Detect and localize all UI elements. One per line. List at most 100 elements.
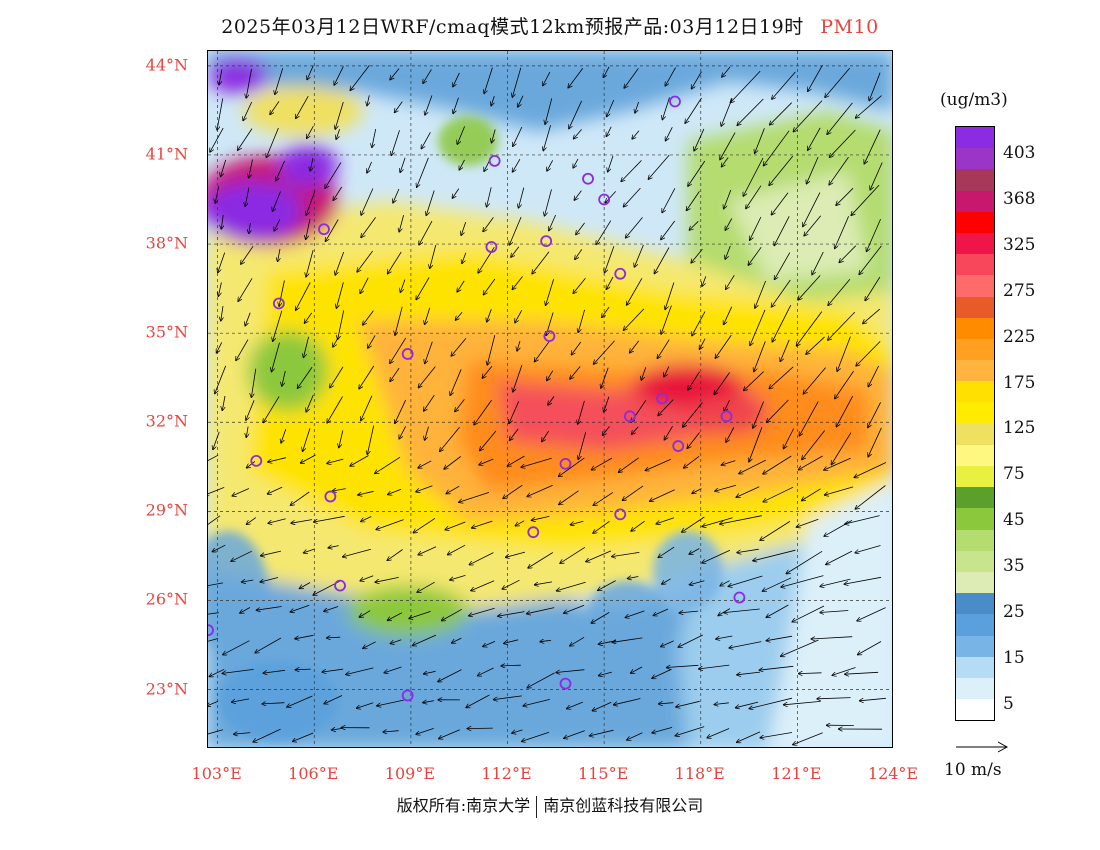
city-marker (582, 172, 594, 185)
colorbar-tick-label: 25 (1003, 602, 1025, 622)
wind-arrow (754, 341, 766, 371)
wind-arrow (832, 667, 856, 676)
wind-arrow (335, 101, 344, 129)
wind-arrow (812, 251, 824, 275)
wind-arrow (208, 454, 219, 462)
wind-arrow (716, 635, 733, 639)
wind-arrow (457, 280, 465, 292)
wind-arrow (276, 160, 285, 181)
wind-arrow (400, 279, 406, 293)
wind-arrow (451, 338, 467, 356)
latitude-tick-label: 29°N (145, 500, 188, 520)
wind-arrow (304, 336, 309, 358)
wind-arrow (564, 604, 585, 613)
wind-arrow (242, 580, 254, 582)
wind-arrow (599, 671, 613, 676)
wind-arrow (799, 673, 822, 674)
wind-arrow (426, 190, 435, 216)
wind-arrow (532, 516, 550, 520)
wind-arrow (571, 341, 582, 355)
wind-arrow (594, 340, 615, 364)
wind-arrow (744, 371, 764, 391)
wind-arrow (209, 668, 225, 676)
wind-arrow (333, 489, 346, 491)
wind-arrow (471, 580, 495, 591)
wind-arrow (631, 666, 643, 673)
wind-arrow (452, 188, 460, 199)
wind-arrow (306, 250, 314, 277)
wind-arrow (306, 190, 316, 215)
wind-arrow (839, 245, 857, 263)
wind-arrow (208, 582, 224, 586)
wind-arrow (793, 732, 823, 745)
wind-arrow (217, 342, 223, 352)
wind-arrow (828, 311, 856, 340)
wind-arrow (221, 215, 223, 229)
wind-arrow (450, 575, 466, 580)
latitude-tick-label: 44°N (145, 55, 188, 75)
wind-arrow (509, 401, 520, 423)
wind-arrow (218, 282, 222, 296)
wind-arrow (367, 161, 372, 173)
wind-arrow (772, 279, 791, 307)
wind-arrow (657, 339, 670, 359)
wind-arrow (268, 457, 286, 462)
wind-arrow (604, 396, 610, 412)
wind-arrow (658, 399, 674, 416)
wind-arrow (560, 546, 586, 563)
wind-arrow (208, 729, 224, 735)
wind-arrow (532, 251, 550, 274)
wind-arrow (720, 515, 762, 524)
wind-arrow (249, 159, 253, 178)
wind-arrow (564, 730, 585, 739)
wind-arrow (501, 665, 521, 666)
wind-arrow (219, 69, 223, 85)
wind-arrow (466, 694, 490, 708)
wind-arrow (545, 189, 552, 215)
colorbar-unit: (ug/m3) (940, 90, 1008, 110)
wind-arrow (208, 612, 219, 615)
wind-arrow (546, 279, 554, 305)
wind-arrow (416, 728, 434, 734)
city-marker (559, 677, 572, 690)
wind-arrow (837, 336, 851, 372)
wind-arrow (725, 218, 733, 231)
wind-arrow (322, 668, 344, 672)
colorbar-segment (956, 169, 994, 191)
wind-arrow (425, 341, 433, 364)
wind-arrow (760, 521, 791, 540)
wind-arrow (868, 427, 882, 457)
wind-arrow (304, 548, 316, 553)
wind-arrow (461, 221, 467, 235)
colorbar-segment (956, 148, 994, 170)
wind-arrow (306, 394, 314, 412)
wind-arrow (282, 370, 286, 386)
wind-arrow (350, 65, 370, 90)
colorbar-segment (956, 381, 994, 403)
wind-arrow (361, 516, 372, 522)
wind-arrow (324, 606, 339, 612)
wind-arrow (528, 552, 554, 568)
wind-arrow (517, 340, 520, 351)
wind-arrow (457, 126, 465, 144)
wind-arrow (338, 310, 345, 339)
wind-arrow (383, 731, 399, 732)
colorbar-tick-label: 15 (1003, 647, 1025, 668)
wind-arrow (425, 307, 431, 325)
wind-arrow (290, 604, 310, 612)
colorbar-tick-label: 368 (1003, 188, 1036, 209)
wind-arrow (678, 634, 703, 647)
wind-arrow (513, 158, 521, 172)
wind-arrow (327, 396, 343, 423)
wind-arrow (234, 733, 251, 735)
wind-arrow (662, 97, 670, 119)
city-marker (672, 440, 685, 452)
wind-arrow (247, 517, 257, 525)
wind-arrow (624, 308, 645, 330)
wind-arrow (593, 520, 610, 533)
wind-arrow (799, 455, 823, 470)
wind-arrow (417, 581, 435, 592)
wind-arrow (831, 432, 852, 465)
wind-arrow (856, 95, 882, 118)
wind-arrow (737, 98, 764, 125)
